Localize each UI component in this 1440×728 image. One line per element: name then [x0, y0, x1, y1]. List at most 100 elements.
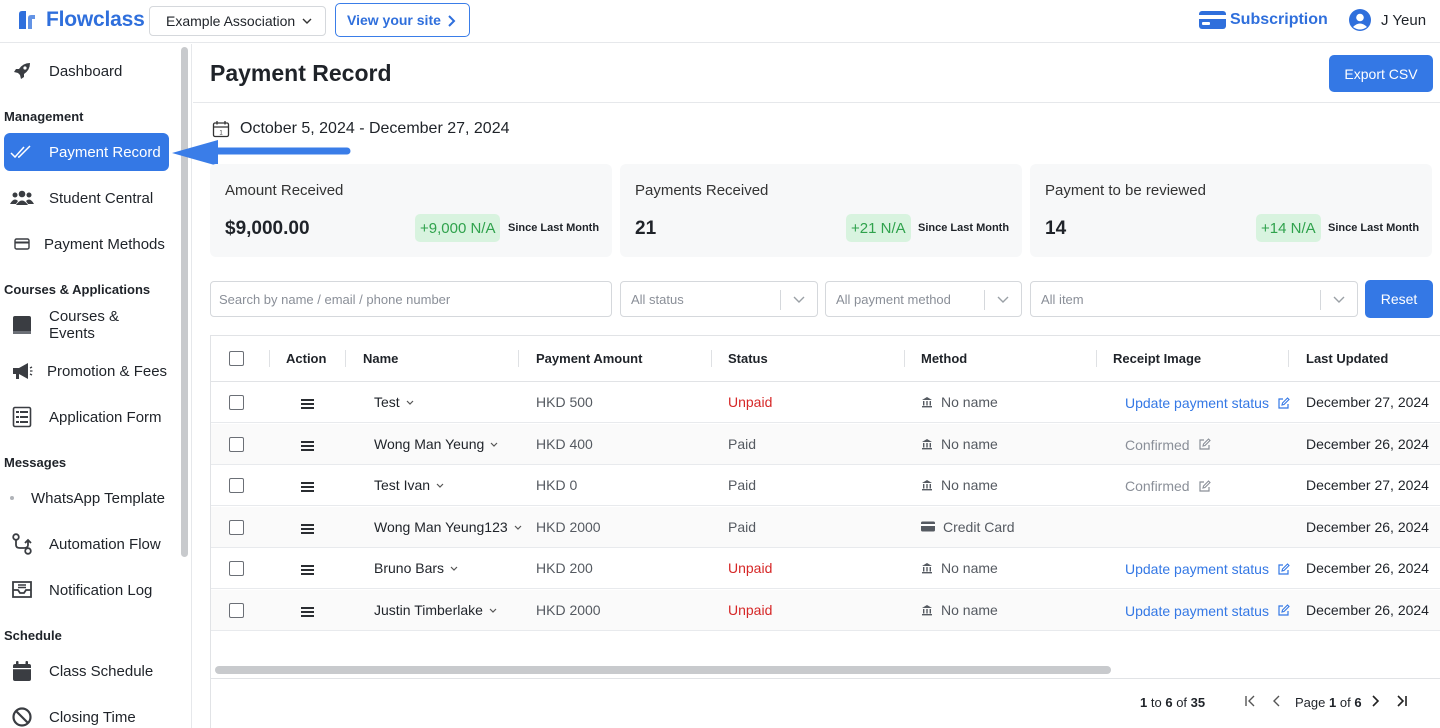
edit-icon[interactable]: [1277, 562, 1290, 576]
row-checkbox[interactable]: [229, 436, 244, 452]
select-divider: [780, 290, 781, 310]
item-filter-select[interactable]: All item: [1030, 281, 1358, 317]
column-header-status[interactable]: Status: [728, 351, 768, 366]
column-header-name[interactable]: Name: [363, 351, 399, 366]
chevron-down-icon[interactable]: [489, 608, 497, 614]
column-header-payment-amount[interactable]: Payment Amount: [536, 351, 643, 366]
edit-icon[interactable]: [1277, 604, 1290, 617]
row-name[interactable]: Wong Man Yeung123: [374, 519, 522, 535]
last-page-icon[interactable]: [1396, 694, 1408, 708]
sidebar-scrollbar[interactable]: [181, 47, 188, 557]
subscription-link[interactable]: Subscription: [1199, 10, 1328, 30]
export-csv-button[interactable]: Export CSV: [1329, 55, 1433, 92]
sidebar-item-courses-events[interactable]: Courses & Events: [4, 306, 169, 344]
row-name[interactable]: Test: [374, 394, 414, 410]
chevron-down-icon[interactable]: [514, 525, 522, 531]
previous-page-icon[interactable]: [1271, 694, 1283, 708]
table-row[interactable]: Test HKD 500 Unpaid No name Update payment s…: [211, 382, 1440, 423]
column-divider: [345, 350, 346, 367]
user-menu[interactable]: J Yeun: [1349, 9, 1426, 31]
sidebar-item-class-schedule[interactable]: Class Schedule: [4, 652, 169, 690]
payment-status: Unpaid: [728, 560, 773, 576]
row-action-menu-icon[interactable]: [301, 440, 314, 453]
payment-method: Credit Card: [921, 519, 1015, 535]
column-header-method[interactable]: Method: [921, 351, 968, 366]
next-page-icon[interactable]: [1369, 694, 1381, 708]
sidebar-item-payment-methods[interactable]: Payment Methods: [4, 225, 169, 263]
view-site-button[interactable]: View your site: [335, 3, 470, 37]
row-name[interactable]: Test Ivan: [374, 477, 444, 493]
row-checkbox[interactable]: [229, 395, 244, 410]
payment-method: No name: [921, 560, 998, 576]
item-filter-value: All item: [1041, 291, 1084, 307]
sidebar-item-student-central[interactable]: Student Central: [4, 179, 169, 217]
row-checkbox[interactable]: [229, 561, 244, 576]
status-filter-select[interactable]: All status: [620, 281, 818, 317]
row-action-menu-icon[interactable]: [301, 565, 314, 577]
payment-status: Paid: [728, 435, 757, 452]
chevron-down-icon[interactable]: [490, 442, 498, 448]
row-checkbox[interactable]: [229, 602, 244, 618]
top-bar: Flowclass Example Association View your …: [0, 0, 1440, 43]
chevron-down-icon[interactable]: [436, 483, 444, 489]
table-row[interactable]: Test Ivan HKD 0 Paid No name Confirmed Decemb…: [211, 465, 1440, 506]
update-payment-status-link[interactable]: Update payment status: [1125, 603, 1290, 619]
update-payment-status-link[interactable]: Update payment status: [1125, 561, 1290, 577]
bank-icon: [922, 438, 932, 449]
row-checkbox[interactable]: [229, 519, 244, 535]
card-outline-icon: [10, 233, 34, 255]
sidebar-item-whatsapp-template[interactable]: WhatsApp Template: [4, 479, 169, 517]
sidebar-item-payment-record[interactable]: Payment Record: [4, 133, 169, 171]
edit-icon[interactable]: [1277, 396, 1290, 410]
sidebar-item-label: Payment Record: [49, 143, 161, 161]
sidebar-item-dashboard[interactable]: Dashboard: [4, 52, 169, 90]
payment-status: Unpaid: [728, 601, 773, 618]
horizontal-scrollbar[interactable]: [215, 666, 1111, 674]
row-action-menu-icon[interactable]: [301, 482, 314, 494]
table-row[interactable]: Wong Man Yeung HKD 400 Paid No name Confirme…: [211, 423, 1440, 465]
row-name[interactable]: Bruno Bars: [374, 560, 458, 576]
column-header-last-updated[interactable]: Last Updated: [1306, 351, 1389, 366]
chevron-down-icon[interactable]: [450, 566, 458, 572]
view-site-label: View your site: [347, 12, 441, 28]
payment-method-filter-select[interactable]: All payment method: [825, 281, 1022, 317]
select-all-checkbox[interactable]: [229, 351, 244, 366]
sidebar-item-notification-log[interactable]: Notification Log: [4, 571, 169, 609]
last-updated: December 26, 2024: [1306, 601, 1429, 618]
range-total: 35: [1190, 695, 1206, 710]
edit-icon[interactable]: [1198, 438, 1211, 451]
column-header-action[interactable]: Action: [286, 351, 327, 366]
sidebar-item-promotion-fees[interactable]: Promotion & Fees: [4, 352, 169, 390]
search-input[interactable]: Search by name / email / phone number: [210, 281, 612, 317]
chevron-down-icon[interactable]: [406, 400, 414, 406]
row-checkbox[interactable]: [229, 478, 244, 493]
update-payment-status-link[interactable]: Update payment status: [1125, 395, 1290, 411]
receipt-label: Update payment status: [1125, 395, 1269, 411]
first-page-icon[interactable]: [1244, 694, 1256, 708]
reset-button[interactable]: Reset: [1365, 280, 1433, 318]
date-range-picker[interactable]: 1 October 5, 2024 - December 27, 2024: [212, 120, 510, 138]
row-name[interactable]: Wong Man Yeung: [374, 436, 498, 452]
last-updated: December 26, 2024: [1306, 435, 1429, 452]
row-action-menu-icon[interactable]: [301, 399, 314, 411]
edit-icon[interactable]: [1198, 479, 1211, 493]
table-row[interactable]: Wong Man Yeung123 HKD 2000 Paid Credit Card…: [211, 506, 1440, 548]
payment-method: No name: [921, 602, 998, 618]
row-action-menu-icon[interactable]: [301, 523, 314, 536]
organization-select[interactable]: Example Association: [149, 6, 326, 36]
logo[interactable]: Flowclass: [16, 8, 145, 32]
sidebar-item-application-form[interactable]: Application Form: [4, 398, 169, 436]
row-name[interactable]: Justin Timberlake: [374, 602, 497, 618]
pagination-page: Page 1 of 6: [1295, 695, 1362, 710]
sidebar-item-closing-time[interactable]: Closing Time: [4, 698, 169, 728]
credit-card-icon: [921, 521, 935, 532]
sidebar-item-label: Closing Time: [49, 708, 136, 726]
calendar-icon: [10, 660, 34, 682]
table-row[interactable]: Justin Timberlake HKD 2000 Unpaid No name Up…: [211, 589, 1440, 631]
table-row[interactable]: Bruno Bars HKD 200 Unpaid No name Update pay…: [211, 548, 1440, 589]
row-action-menu-icon[interactable]: [301, 606, 314, 619]
column-header-receipt-image[interactable]: Receipt Image: [1113, 351, 1202, 366]
status-filter-value: All status: [631, 291, 684, 307]
sidebar-item-label: Automation Flow: [49, 535, 161, 553]
sidebar-item-automation-flow[interactable]: Automation Flow: [4, 525, 169, 563]
